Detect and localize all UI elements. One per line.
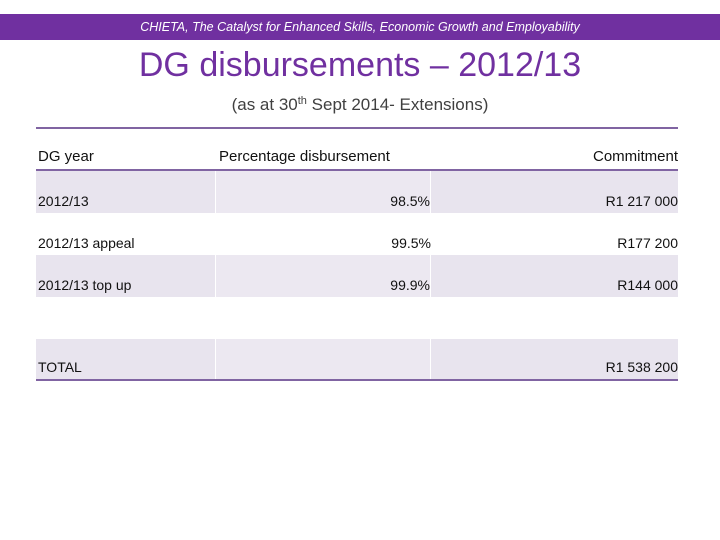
cell-total-label: TOTAL [36, 339, 215, 379]
cell-total-percentage [215, 339, 431, 379]
cell-commitment-text: R1 217 000 [605, 193, 678, 209]
banner-text: CHIETA, The Catalyst for Enhanced Skills… [140, 20, 580, 34]
cell-commitment: R177 200 [431, 213, 678, 255]
cell-year-text: 2012/13 appeal [38, 235, 135, 251]
header-cell-year: DG year [36, 129, 215, 169]
cell-year: 2012/13 top up [36, 255, 215, 297]
cell-year: 2012/13 appeal [36, 213, 215, 255]
subtitle-superscript: th [297, 95, 307, 107]
cell-commitment: R1 217 000 [431, 171, 678, 213]
cell-year-text: 2012/13 top up [38, 277, 132, 293]
table-top-rule [36, 127, 678, 129]
cell-year: 2012/13 [36, 171, 215, 213]
header-banner: CHIETA, The Catalyst for Enhanced Skills… [0, 14, 720, 40]
total-label-text: TOTAL [38, 359, 82, 375]
table-row: 2012/13 top up 99.9% R144 000 [36, 255, 678, 297]
cell-total-commitment: R1 538 200 [431, 339, 678, 379]
slide-subtitle: (as at 30th Sept 2014- Extensions) [0, 90, 720, 116]
header-cell-percentage: Percentage disbursement [215, 129, 431, 169]
cell-commitment-text: R144 000 [617, 277, 678, 293]
table-header-row: DG year Percentage disbursement Commitme… [36, 129, 678, 171]
cell-percentage: 98.5% [215, 171, 431, 213]
header-cell-commitment: Commitment [431, 129, 678, 169]
header-year-label: DG year [38, 148, 94, 165]
header-commitment-label: Commitment [592, 148, 678, 165]
table-blank-row [36, 297, 678, 339]
header-percentage-label: Percentage disbursement [219, 148, 390, 165]
disbursement-table: DG year Percentage disbursement Commitme… [36, 127, 678, 381]
total-commitment-text: R1 538 200 [605, 359, 678, 375]
cell-percentage-text: 99.9% [390, 277, 430, 293]
cell-percentage: 99.9% [215, 255, 431, 297]
slide-title: DG disbursements – 2012/13 [138, 46, 582, 84]
cell-percentage-text: 98.5% [390, 193, 430, 209]
table-total-row: TOTAL R1 538 200 [36, 339, 678, 381]
cell-commitment: R144 000 [431, 255, 678, 297]
cell-percentage-text: 99.5% [391, 235, 431, 251]
table-row: 2012/13 appeal 99.5% R177 200 [36, 213, 678, 255]
cell-year-text: 2012/13 [38, 193, 89, 209]
cell-percentage: 99.5% [215, 213, 431, 255]
subtitle-pre: (as at 30 [231, 95, 298, 114]
cell-commitment-text: R177 200 [617, 235, 678, 251]
subtitle-post: Sept 2014- Extensions) [306, 95, 489, 114]
table-row: 2012/13 98.5% R1 217 000 [36, 171, 678, 213]
